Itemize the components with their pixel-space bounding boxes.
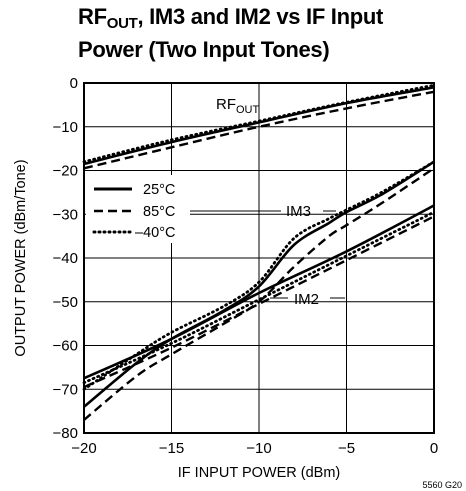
im3-label: IM3	[286, 203, 311, 220]
legend-label-25c: 25°C	[143, 182, 175, 198]
legend: 25°C 85°C –40°C	[86, 175, 190, 243]
y-tick-label: −60	[53, 338, 78, 355]
series-im3-85c	[83, 167, 435, 421]
y-tick-label: −10	[53, 119, 78, 136]
chart-title: RFOUT, IM3 and IM2 vs IF Input Power (Tw…	[78, 4, 458, 63]
series-rfout-85c	[83, 90, 435, 170]
y-tick-label: −80	[53, 425, 78, 442]
x-tick-label: −10	[246, 440, 271, 457]
legend-label-m40c: –40°C	[135, 225, 175, 241]
grid	[83, 82, 435, 434]
plot-frame	[83, 82, 435, 434]
y-tick-label: −30	[53, 206, 78, 223]
rfout-label: RFOUT	[216, 96, 260, 116]
x-tick-label: −20	[71, 440, 96, 457]
series-im2-25c	[83, 204, 435, 380]
title-line2: Power (Two Input Tones)	[78, 37, 330, 62]
series-im3-m40c	[82, 160, 436, 391]
series-im2-85c	[83, 215, 435, 389]
im2-label: IM2	[294, 291, 319, 308]
y-tick-label: −20	[53, 163, 78, 180]
figure-code: 5560 G20	[422, 480, 462, 490]
y-axis-label: OUTPUT POWER (dBm/Tone)	[13, 159, 29, 356]
title-line1-rest: , IM3 and IM2 vs IF Input	[137, 4, 384, 29]
y-tick-label: −70	[53, 381, 78, 398]
y-tick-label: −50	[53, 294, 78, 311]
x-tick-label: −15	[159, 440, 184, 457]
legend-label-85c: 85°C	[143, 204, 175, 220]
tick-labels: −20 −15 −10 −5 00−10−20−30−40−50−60−70−80	[53, 75, 439, 457]
series-im3-25c	[83, 160, 435, 408]
title-rf: RF	[78, 4, 107, 29]
x-tick-label: −5	[338, 440, 355, 457]
x-tick-label: 0	[430, 440, 438, 457]
annotations: RFOUT IM3 IM2	[190, 96, 345, 308]
y-tick-label: 0	[70, 75, 78, 92]
series-rfout-m40c	[82, 83, 436, 164]
y-tick-label: −40	[53, 250, 78, 267]
series-im2-m40c	[82, 210, 436, 385]
title-rf-subscript: OUT	[106, 15, 138, 32]
x-axis-label: IF INPUT POWER (dBm)	[178, 465, 340, 481]
data-series	[82, 83, 436, 421]
